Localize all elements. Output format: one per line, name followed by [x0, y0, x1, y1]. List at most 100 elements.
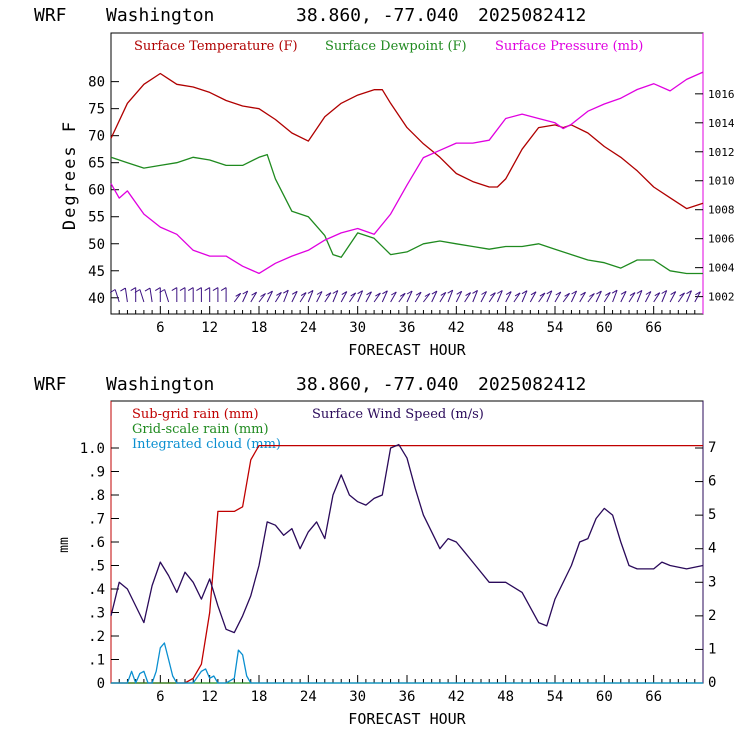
wind-barb: [611, 289, 618, 303]
top-legend: Surface Temperature (F) Surface Dewpoint…: [134, 39, 643, 54]
wind-barb: [283, 289, 289, 303]
integrated-cloud-line: [111, 642, 703, 684]
bottom-x-tick-label: 66: [645, 689, 662, 705]
top-x-tick-label: 30: [349, 320, 366, 336]
wind-barb: [661, 290, 668, 303]
wind-barb: [390, 291, 397, 303]
bottom-y-axis-label: mm: [57, 537, 72, 553]
wind-barb: [570, 290, 578, 303]
wind-barb: [291, 290, 298, 303]
top-y2-tick-label: 1006: [708, 233, 735, 246]
bottom-x-tick-label: 36: [399, 689, 416, 705]
temperature-line: [110, 72, 704, 210]
top-y2-tick-label: 1008: [708, 204, 735, 217]
wind-barb: [620, 290, 627, 303]
wind-barb: [554, 291, 562, 303]
wind-barb: [464, 292, 472, 303]
legend-integrated-cloud: Integrated cloud (mm): [132, 437, 281, 452]
wind-barb: [324, 292, 332, 303]
bottom-x-tick-label: 42: [448, 689, 465, 705]
bottom-y-tick-label: .9: [88, 465, 105, 481]
bottom-x-tick-label: 30: [349, 689, 366, 705]
top-y-tick-label: 80: [88, 75, 105, 91]
wind-barb: [529, 291, 537, 303]
top-y2-tick-label: 1002: [708, 291, 735, 304]
bottom-y-tick-label: .8: [88, 488, 105, 504]
top-series-group: [110, 71, 704, 275]
bottom-legend: Sub-grid rain (mm) Grid-scale rain (mm) …: [132, 407, 484, 452]
wind-barb: [348, 292, 357, 303]
top-y-tick-label: 70: [88, 129, 105, 145]
bottom-x-tick-label: 24: [300, 689, 317, 705]
wind-barb: [204, 287, 211, 302]
wind-barbs-group: [109, 287, 701, 303]
wind-barb: [480, 291, 487, 303]
wind-barb: [431, 290, 438, 303]
bottom-y2-tick-label: 4: [708, 541, 716, 557]
wind-barb: [546, 290, 553, 303]
top-header-location: Washington: [106, 5, 214, 26]
top-x-tick-label: 54: [547, 320, 564, 336]
wind-barb: [686, 290, 692, 303]
wind-barb: [109, 289, 120, 303]
wind-barb: [439, 291, 447, 303]
top-header-model: WRF: [34, 5, 67, 26]
wind-barb: [250, 291, 258, 303]
wind-barb: [513, 292, 521, 303]
bottom-y2-tick-label: 6: [708, 474, 716, 490]
top-header-run: 2025082412: [478, 5, 586, 26]
bottom-x-tick-label: 12: [201, 689, 218, 705]
bottom-header-model: WRF: [34, 374, 67, 395]
top-x-tick-label: 24: [300, 320, 317, 336]
wind-barb: [628, 292, 636, 303]
top-plot-frame: [110, 32, 704, 315]
legend-subgrid-rain: Sub-grid rain (mm): [132, 407, 259, 422]
bottom-x-axis-label: FORECAST HOUR: [348, 710, 466, 728]
legend-wind-speed: Surface Wind Speed (m/s): [312, 407, 484, 422]
subgrid-rain-line: [111, 444, 703, 684]
wind-barb: [155, 287, 161, 302]
wind-barb: [179, 287, 186, 302]
wind-barb: [423, 293, 431, 303]
top-y-tick-label: 40: [88, 291, 105, 307]
wind-barb: [538, 292, 546, 303]
bottom-y-tick-label: .5: [88, 559, 105, 575]
wind-barb: [274, 291, 282, 303]
wind-barb: [587, 293, 595, 303]
wind-barb: [242, 290, 249, 303]
top-x-tick-label: 42: [448, 320, 465, 336]
top-y2-tick-label: 1004: [708, 262, 735, 275]
wind-barb: [579, 291, 586, 303]
pressure-line: [110, 71, 704, 275]
bottom-y2-tick-label: 2: [708, 608, 716, 624]
bottom-y-tick-label: 0: [97, 676, 105, 692]
wind-barb: [455, 290, 463, 303]
wind-barb: [562, 292, 571, 303]
bottom-x-tick-label: 18: [251, 689, 268, 705]
top-y-tick-label: 65: [88, 156, 105, 172]
wind-barb: [669, 291, 677, 303]
wind-barb: [414, 291, 422, 303]
wind-barb: [496, 290, 503, 303]
bottom-y2-tick-label: 1: [708, 641, 716, 657]
legend-grid-rain: Grid-scale rain (mm): [132, 422, 269, 437]
wind-barb: [521, 290, 528, 303]
wind-barb: [340, 291, 348, 303]
wind-barb: [266, 290, 273, 303]
wind-barb: [694, 291, 701, 303]
wind-barb: [120, 287, 128, 303]
wind-barb: [316, 291, 323, 303]
top-x-tick-label: 66: [645, 320, 662, 336]
wind-barb: [603, 291, 611, 303]
wind-barb: [488, 292, 496, 303]
bottom-x-tick-label: 48: [497, 689, 514, 705]
bottom-header-run: 2025082412: [478, 374, 586, 395]
wind-barb: [144, 287, 153, 303]
bottom-header-location: Washington: [106, 374, 214, 395]
wind-barb: [159, 289, 170, 303]
top-header: WRF Washington 38.860, -77.040 202508241…: [34, 5, 586, 26]
wind-barb: [677, 292, 686, 303]
bottom-y2-tick-label: 7: [708, 440, 716, 456]
wind-barb: [187, 287, 194, 302]
